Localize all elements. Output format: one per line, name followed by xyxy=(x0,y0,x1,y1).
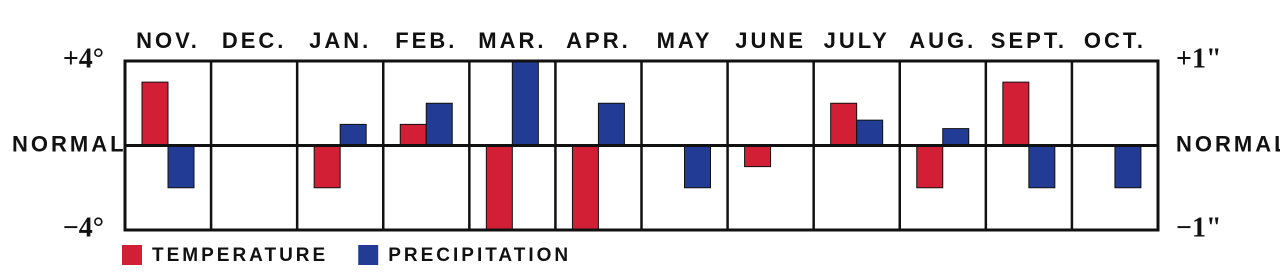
x-tick-label: DEC. xyxy=(222,28,287,53)
y-tick-label: −4° xyxy=(63,212,104,243)
bar xyxy=(167,145,195,189)
y2-tick-label: NORMAL xyxy=(1176,131,1280,156)
bar xyxy=(339,123,367,146)
x-tick-label: MAY xyxy=(657,28,713,53)
bar xyxy=(597,102,625,146)
x-tick-label: JUNE xyxy=(735,28,806,53)
bar xyxy=(141,81,169,146)
y-tick-label: NORMAL xyxy=(12,131,127,156)
x-tick-label: SEPT. xyxy=(991,28,1067,53)
x-tick-label: JAN. xyxy=(309,28,371,53)
y2-tick-label: +1" xyxy=(1176,43,1222,74)
plot-frame xyxy=(123,59,1160,232)
bar xyxy=(425,102,453,146)
x-tick-label: MAR. xyxy=(478,28,546,53)
y-tick-label: +4° xyxy=(63,43,104,74)
legend-swatch xyxy=(358,245,379,265)
bar xyxy=(571,145,599,231)
bar xyxy=(313,145,341,189)
legend-label: PRECIPITATION xyxy=(388,245,571,266)
bar xyxy=(1028,145,1056,189)
bar xyxy=(916,145,944,189)
bar xyxy=(744,145,772,168)
x-tick-label: JULY xyxy=(824,28,890,53)
bar xyxy=(684,145,711,189)
bar xyxy=(856,119,884,147)
legend-swatch xyxy=(122,245,142,265)
x-tick-label: NOV. xyxy=(136,28,200,53)
bar xyxy=(1114,145,1142,189)
bar xyxy=(485,145,513,231)
x-tick-label: AUG. xyxy=(909,28,976,53)
bar xyxy=(830,102,858,146)
x-tick-label: OCT. xyxy=(1084,28,1146,53)
bar xyxy=(1002,81,1030,146)
x-tick-label: FEB. xyxy=(395,28,457,53)
legend-label: TEMPERATURE xyxy=(152,245,328,266)
bar xyxy=(399,123,427,146)
bar xyxy=(511,60,539,146)
bar xyxy=(942,128,970,147)
x-tick-label: APR. xyxy=(566,28,631,53)
y2-tick-label: −1" xyxy=(1176,212,1222,243)
